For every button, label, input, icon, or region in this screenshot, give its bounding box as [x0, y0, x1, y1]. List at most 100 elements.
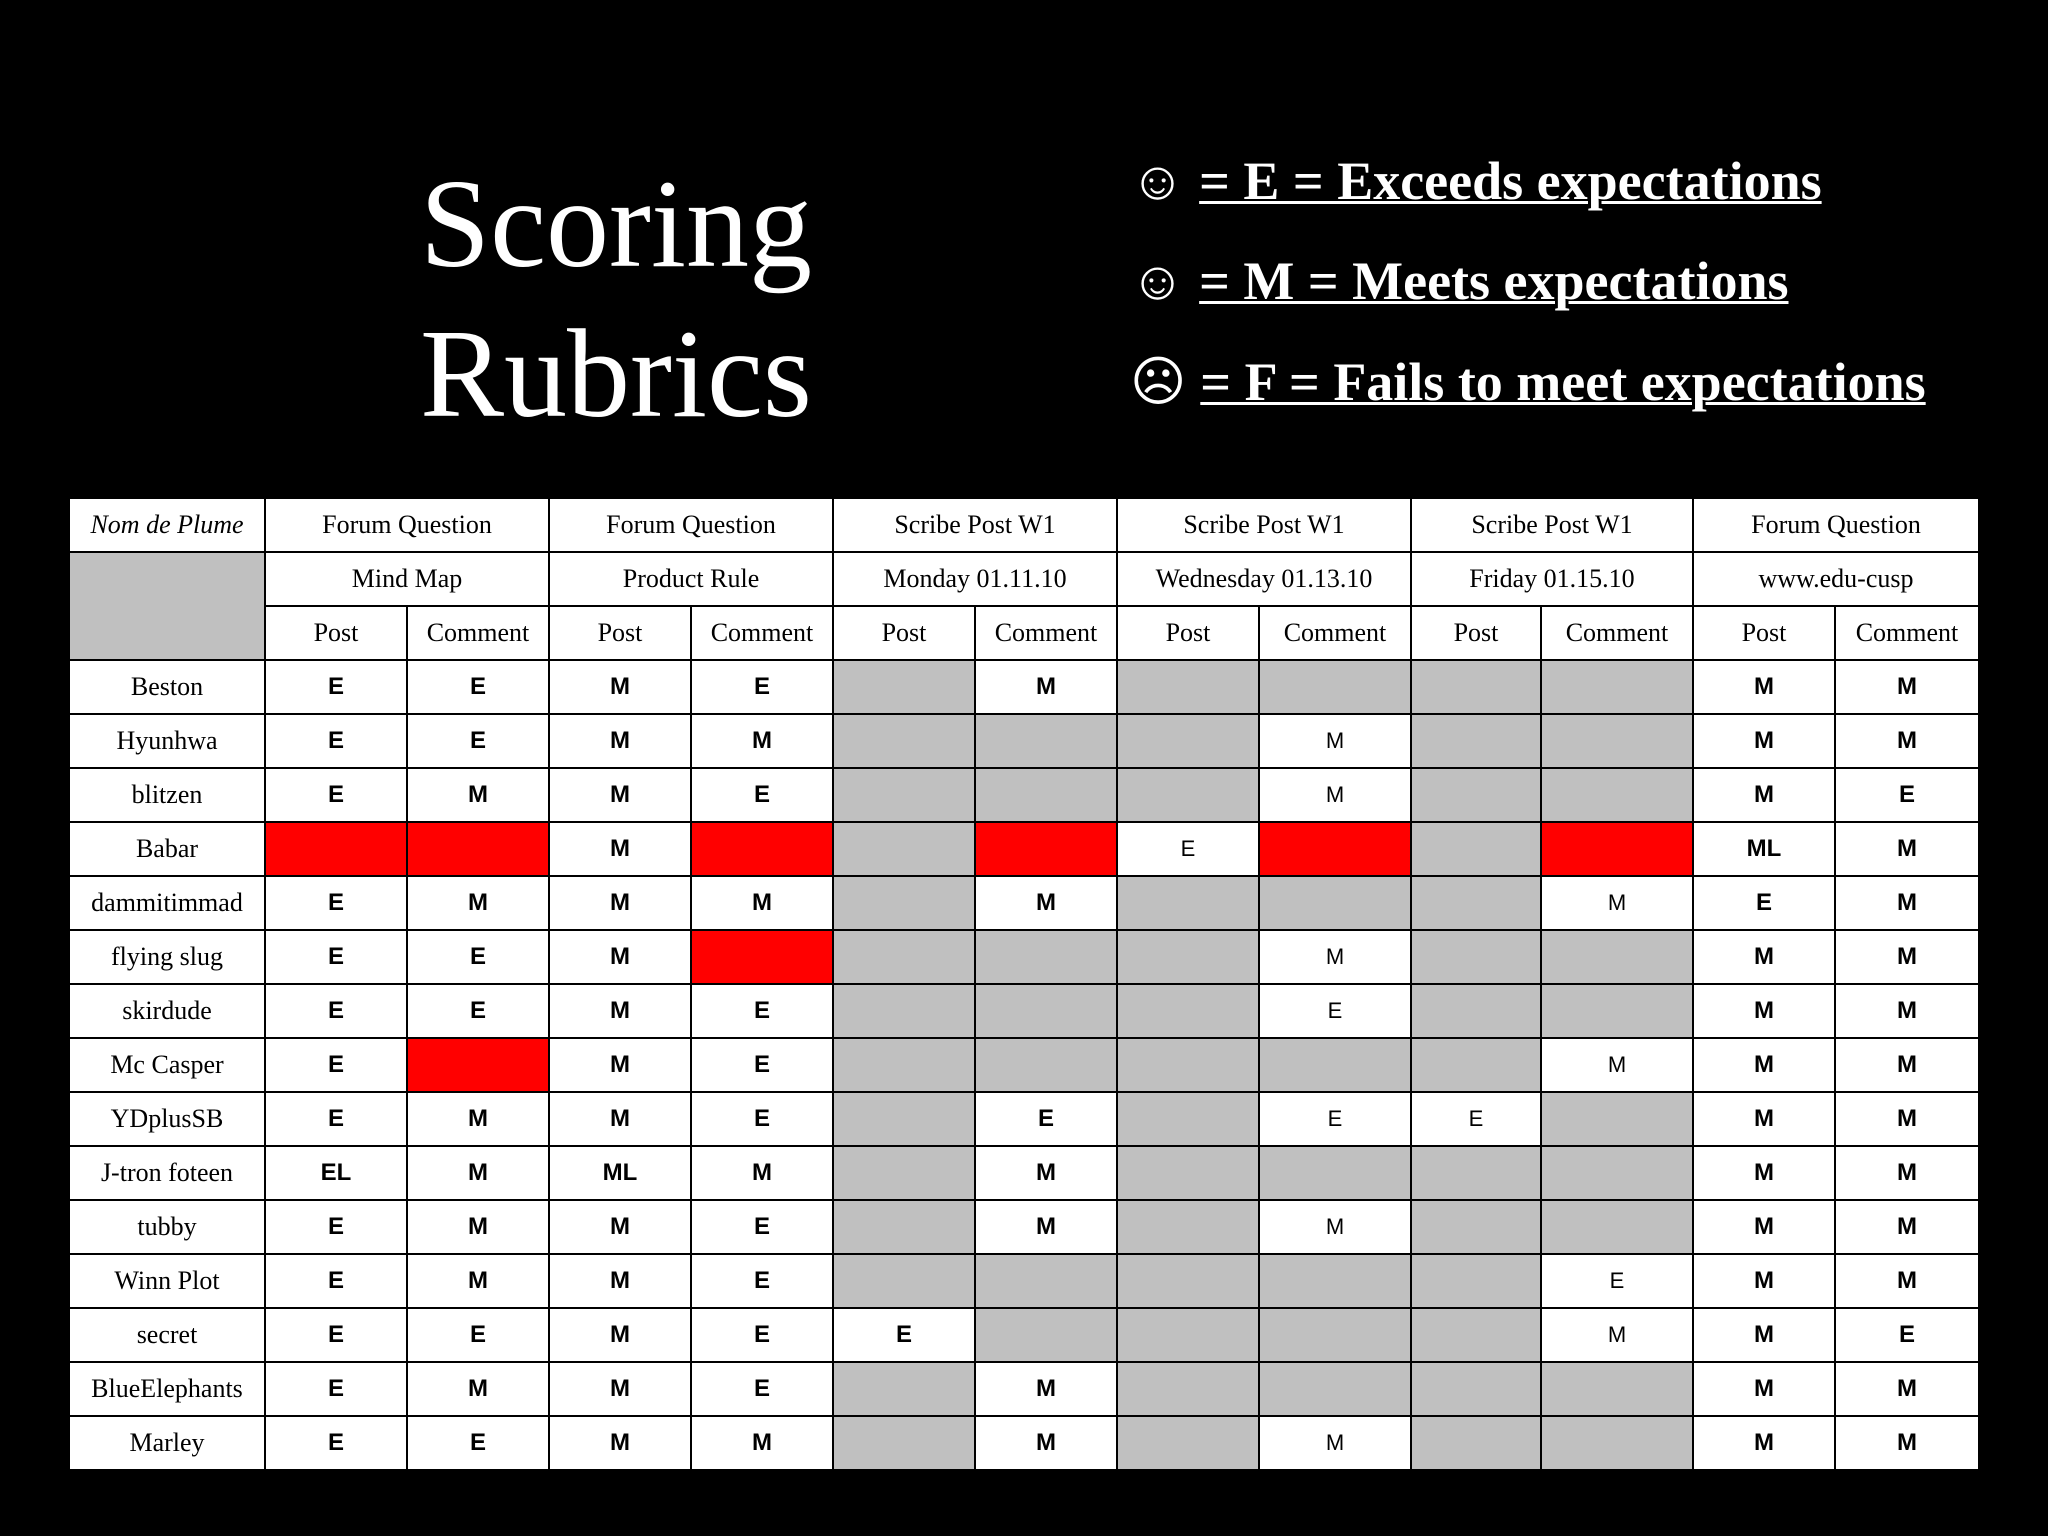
missing-cell [406, 1037, 550, 1093]
score-cell: E [1540, 1253, 1694, 1309]
subheader-comment: Comment [406, 605, 550, 661]
subheader-comment: Comment [974, 605, 1118, 661]
score-cell: M [1692, 1307, 1836, 1363]
score-cell: E [264, 1199, 408, 1255]
score-cell: E [406, 1415, 550, 1471]
table-row: Winn Plot E M M E E M M [68, 1253, 1980, 1309]
not-required-cell [1116, 1253, 1260, 1309]
score-cell: M [1692, 1091, 1836, 1147]
not-required-cell [832, 875, 976, 931]
score-cell: E [690, 1307, 834, 1363]
not-required-cell [832, 821, 976, 877]
score-cell: E [690, 1199, 834, 1255]
score-cell: M [406, 1199, 550, 1255]
score-cell: M [548, 929, 692, 985]
score-cell: M [690, 1415, 834, 1471]
table-row: dammitimmad E M M M M M E M [68, 875, 1980, 931]
legend-meets-text: = M = Meets expectations [1199, 251, 1789, 311]
missing-cell [690, 929, 834, 985]
not-required-cell [1116, 1037, 1260, 1093]
score-cell: M [974, 1415, 1118, 1471]
score-cell: E [264, 875, 408, 931]
table-row: Hyunhwa E E M M M M M [68, 713, 1980, 769]
not-required-cell [1116, 1361, 1260, 1417]
score-cell: M [548, 1037, 692, 1093]
not-required-cell [1258, 1361, 1412, 1417]
not-required-cell [1540, 929, 1694, 985]
score-cell: E [1834, 1307, 1980, 1363]
score-cell: M [1692, 1361, 1836, 1417]
legend-meets: ☺ = M = Meets expectations [1130, 250, 1789, 312]
table-body: Nom de Plume Forum Question Forum Questi… [68, 497, 1980, 1471]
score-cell: M [548, 1199, 692, 1255]
not-required-cell [974, 929, 1118, 985]
score-cell: M [548, 1415, 692, 1471]
student-name-cell: Marley [68, 1415, 266, 1471]
score-cell: EL [264, 1145, 408, 1201]
score-cell: E [690, 1091, 834, 1147]
score-cell: M [1834, 1145, 1980, 1201]
student-name-cell: secret [68, 1307, 266, 1363]
score-cell: M [406, 1091, 550, 1147]
not-required-cell [1540, 1361, 1694, 1417]
score-cell: E [690, 1037, 834, 1093]
not-required-cell [832, 1199, 976, 1255]
name-column-header: Nom de Plume [68, 497, 266, 553]
score-cell: M [690, 875, 834, 931]
score-cell: M [1258, 1415, 1412, 1471]
not-required-cell [1116, 1091, 1260, 1147]
score-cell: E [406, 1307, 550, 1363]
score-cell: M [1692, 1199, 1836, 1255]
score-cell: M [1834, 1091, 1980, 1147]
table-row: secret E E M E E M M E [68, 1307, 1980, 1363]
subheader-post: Post [264, 605, 408, 661]
not-required-cell [1410, 821, 1542, 877]
not-required-cell [1540, 983, 1694, 1039]
table-row: blitzen E M M E M M E [68, 767, 1980, 823]
score-cell: M [1258, 713, 1412, 769]
score-cell: M [974, 1199, 1118, 1255]
score-cell: E [1258, 1091, 1412, 1147]
student-name-cell: Mc Casper [68, 1037, 266, 1093]
missing-cell [1258, 821, 1412, 877]
not-required-cell [974, 767, 1118, 823]
score-cell: E [1258, 983, 1412, 1039]
subheader-comment: Comment [1540, 605, 1694, 661]
not-required-cell [1116, 1415, 1260, 1471]
not-required-cell [1116, 767, 1260, 823]
missing-cell [406, 821, 550, 877]
not-required-cell [1540, 1415, 1694, 1471]
not-required-cell [1410, 767, 1542, 823]
not-required-cell [832, 1037, 976, 1093]
score-cell: E [690, 1253, 834, 1309]
missing-cell [974, 821, 1118, 877]
not-required-cell [1258, 1145, 1412, 1201]
score-cell: E [264, 713, 408, 769]
scoring-rubric-table: Nom de Plume Forum Question Forum Questi… [68, 497, 1980, 1471]
not-required-cell [832, 767, 976, 823]
table-row: tubby E M M E M M M M [68, 1199, 1980, 1255]
table-row: BlueElephants E M M E M M M [68, 1361, 1980, 1417]
not-required-cell [832, 1145, 976, 1201]
student-name-cell: Beston [68, 659, 266, 715]
not-required-cell [974, 1037, 1118, 1093]
score-cell: E [690, 767, 834, 823]
not-required-cell [1540, 1145, 1694, 1201]
student-name-cell: J-tron foteen [68, 1145, 266, 1201]
score-cell: E [264, 983, 408, 1039]
student-name-cell: Winn Plot [68, 1253, 266, 1309]
score-cell: E [264, 1253, 408, 1309]
student-name-cell: YDplusSB [68, 1091, 266, 1147]
score-cell: E [1834, 767, 1980, 823]
score-cell: E [264, 767, 408, 823]
score-cell: M [548, 875, 692, 931]
score-cell: M [1834, 821, 1980, 877]
not-required-cell [1116, 1307, 1260, 1363]
not-required-cell [1116, 713, 1260, 769]
not-required-cell [1116, 929, 1260, 985]
student-name-cell: blitzen [68, 767, 266, 823]
score-cell: M [1692, 1037, 1836, 1093]
not-required-cell [1410, 1037, 1542, 1093]
title-line-1: Scoring [420, 155, 812, 294]
table-row: Babar M E ML M [68, 821, 1980, 877]
